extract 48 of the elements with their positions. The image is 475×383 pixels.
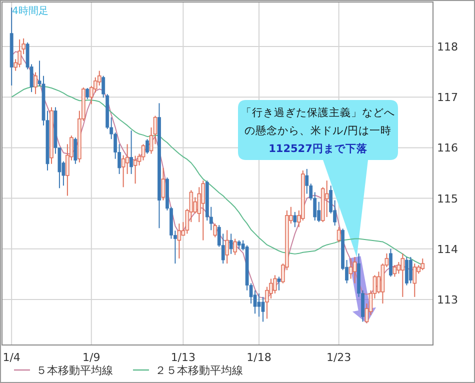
x-tick-label: 1/18	[246, 351, 272, 364]
candlestick	[261, 296, 265, 322]
candlestick	[257, 292, 261, 318]
candlestick	[133, 155, 138, 184]
candlestick	[336, 226, 341, 243]
y-tick-label: 118	[437, 40, 458, 54]
candlestick	[161, 167, 166, 201]
candlestick	[396, 262, 401, 274]
candlestick	[400, 252, 405, 298]
candlestick	[408, 256, 412, 284]
y-tick-label: 117	[437, 91, 458, 104]
legend-label: ２５本移動平均線	[155, 364, 243, 377]
y-tick-label: 113	[437, 293, 458, 306]
candlestick	[201, 180, 206, 241]
candlestick	[74, 137, 78, 164]
candlestick	[392, 264, 397, 278]
x-tick-label: 1/9	[82, 351, 100, 364]
candlestick	[233, 238, 237, 256]
candlestick	[352, 256, 357, 284]
candlestick	[225, 230, 229, 264]
y-tick-label: 114	[437, 242, 458, 256]
x-tick-label: 1/23	[326, 351, 352, 364]
candlestick	[229, 233, 233, 254]
candlestick	[305, 168, 309, 194]
candlestick	[177, 223, 182, 259]
candlestick	[420, 258, 425, 271]
candlestick	[130, 130, 133, 175]
candlestick	[277, 276, 281, 291]
annotation: 「行き過ぎた保護主義」などへの懸念から、米ドル/円は一時112527円まで下落	[241, 106, 395, 155]
candlestick	[213, 223, 218, 238]
candlestick	[86, 88, 90, 100]
candlestick	[324, 180, 329, 218]
candlestick	[34, 72, 38, 95]
legend-label: ５本移動平均線	[36, 364, 113, 377]
candlestick	[412, 263, 417, 298]
candlestick	[404, 256, 408, 286]
callout: 「行き過ぎた保護主義」などへの懸念から、米ドル/円は一時112527円まで下落	[238, 100, 398, 258]
candlestick	[293, 211, 297, 228]
candlestick	[348, 258, 353, 280]
y-tick-label: 116	[437, 142, 458, 155]
candlestick	[121, 154, 126, 188]
x-tick-label: 1/4	[2, 351, 20, 364]
annotation: 4時間足	[12, 5, 48, 17]
y-tick-label: 115	[437, 192, 458, 206]
candlestick	[389, 248, 392, 278]
candlestick	[18, 38, 22, 68]
candlestick	[146, 138, 149, 154]
x-tick-label: 1/13	[170, 351, 196, 364]
